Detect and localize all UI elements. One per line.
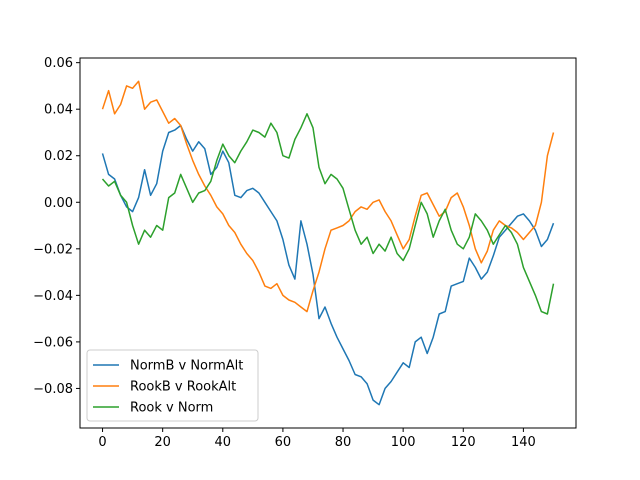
legend-label-1: NormB v NormAlt: [130, 359, 243, 374]
x-axis: 0 20 40 60 80 100 120 140: [98, 428, 536, 450]
y-tick-label: −0.04: [33, 289, 73, 304]
y-tick-label: 0.00: [44, 196, 73, 211]
legend-label-2: RookB v RookAlt: [130, 380, 236, 395]
x-tick-label: 20: [154, 435, 171, 450]
y-tick-label: 0.04: [44, 103, 73, 118]
legend-label-3: Rook v Norm: [130, 401, 213, 416]
y-tick-label: −0.06: [33, 335, 73, 350]
plot-lines: [101, 80, 555, 406]
x-tick-label: 100: [391, 435, 416, 450]
y-axis: −0.08 −0.06 −0.04 −0.02 0.00 0.02 0.04 0.06: [33, 56, 80, 397]
y-tick-label: 0.02: [44, 149, 73, 164]
series-line-2: [101, 80, 555, 313]
x-tick-label: 80: [335, 435, 352, 450]
x-tick-label: 60: [275, 435, 292, 450]
y-tick-label: 0.06: [44, 56, 73, 71]
series-line-1: [101, 124, 555, 406]
x-tick-label: 120: [451, 435, 476, 450]
y-tick-label: −0.02: [33, 242, 73, 257]
x-tick-label: 40: [215, 435, 232, 450]
y-tick-label: −0.08: [33, 382, 73, 397]
legend: NormB v NormAlt RookB v RookAlt Rook v Nor…: [86, 349, 259, 422]
x-tick-label: 0: [98, 435, 106, 450]
axes-frame: [79, 57, 577, 429]
series-line-3: [101, 113, 555, 315]
legend-box: [86, 349, 259, 422]
x-tick-label: 140: [511, 435, 536, 450]
